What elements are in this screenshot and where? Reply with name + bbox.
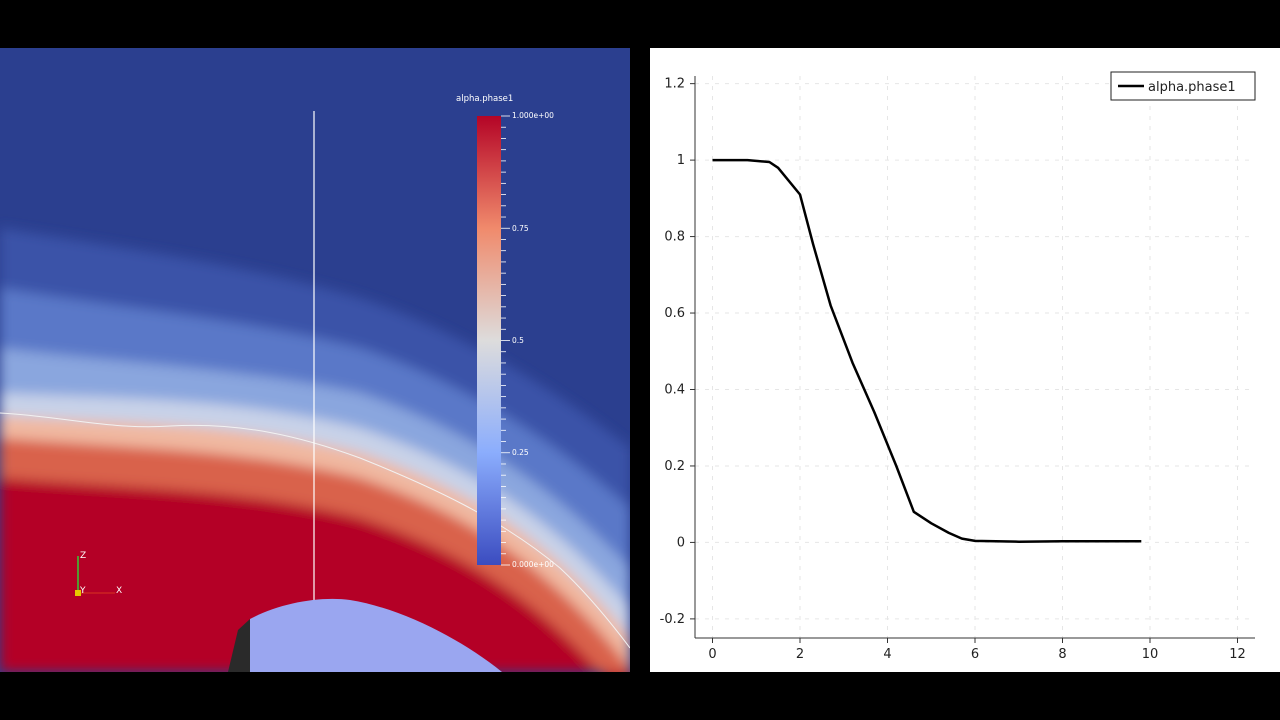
y-tick-label: 1 xyxy=(677,153,685,168)
x-tick-label: 12 xyxy=(1229,647,1246,662)
isoline-contour xyxy=(0,412,630,649)
chart-series xyxy=(712,158,1142,543)
y-tick-label: 0.6 xyxy=(664,306,685,321)
colorbar-tick-075: 0.75 xyxy=(512,224,529,233)
line-plot-view[interactable]: 0 2 4 6 8 10 12 -0.2 0 0.2 0.4 0.6 0.8 1 1.2 alpha.pha… xyxy=(650,48,1280,672)
x-tick-label: 0 xyxy=(708,647,716,662)
field-render: Z Y X alpha.phase1 1.000e+00 0.75 0.5 0.… xyxy=(0,48,630,672)
render-view[interactable]: Z Y X alpha.phase1 1.000e+00 0.75 0.5 0.… xyxy=(0,48,630,672)
x-tick-label: 6 xyxy=(971,647,979,662)
y-tick-label: 0 xyxy=(677,535,685,550)
color-legend: alpha.phase1 1.000e+00 0.75 0.5 0.25 0.0… xyxy=(456,94,554,569)
colorbar-gradient xyxy=(477,116,501,565)
colorbar-tick-max: 1.000e+00 xyxy=(512,111,554,120)
x-tick-label: 4 xyxy=(883,647,891,662)
chart-legend: alpha.phase1 xyxy=(1110,71,1256,101)
orientation-axes: Z Y X xyxy=(75,551,122,596)
body-shadow xyxy=(228,619,252,672)
chart-axes: 0 2 4 6 8 10 12 -0.2 0 0.2 0.4 0.6 0.8 1 1.2 xyxy=(660,76,1255,662)
series-line xyxy=(712,158,1142,543)
y-tick-label: 0.2 xyxy=(664,459,685,474)
colorbar-tick-min: 0.000e+00 xyxy=(512,560,554,569)
axis-y-label: Y xyxy=(79,586,86,596)
y-tick-label: 0.4 xyxy=(664,382,685,397)
field-bands xyxy=(0,228,630,672)
solid-body xyxy=(250,598,502,672)
chart-grid xyxy=(695,76,1255,638)
y-tick-label: -0.2 xyxy=(660,612,685,627)
colorbar-title: alpha.phase1 xyxy=(456,94,513,104)
y-tick-label: 1.2 xyxy=(664,77,685,92)
axis-z-label: Z xyxy=(80,551,86,561)
colorbar-ticks xyxy=(501,115,510,566)
axis-x-label: X xyxy=(116,586,122,596)
colorbar-tick-025: 0.25 xyxy=(512,448,529,457)
x-tick-label: 2 xyxy=(796,647,804,662)
x-tick-label: 10 xyxy=(1142,647,1159,662)
legend-label: alpha.phase1 xyxy=(1148,80,1236,95)
line-chart: 0 2 4 6 8 10 12 -0.2 0 0.2 0.4 0.6 0.8 1 1.2 alpha.pha… xyxy=(660,71,1256,662)
x-tick-label: 8 xyxy=(1058,647,1066,662)
y-tick-label: 0.8 xyxy=(664,230,685,245)
colorbar-tick-05: 0.5 xyxy=(512,336,524,345)
